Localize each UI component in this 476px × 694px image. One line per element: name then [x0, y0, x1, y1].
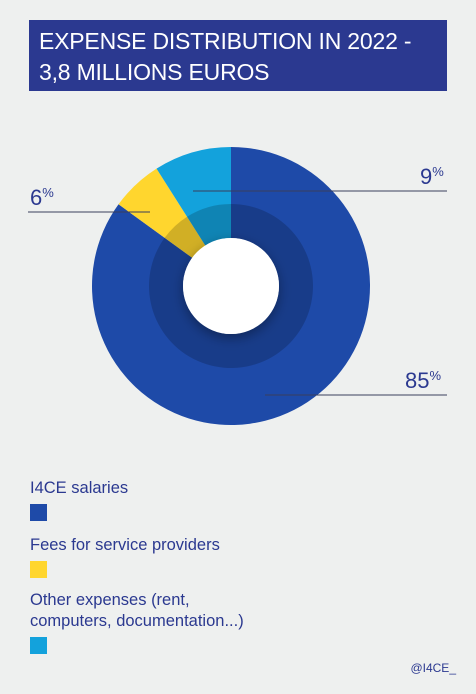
legend-label: computers, documentation...) — [30, 612, 244, 630]
chart-title-line-2: 3,8 MILLIONS EUROS — [39, 59, 270, 85]
slice-salaries-inner-shade — [149, 204, 313, 368]
chart-title-line-1: EXPENSE DISTRIBUTION IN 2022 - — [39, 28, 412, 54]
legend-label: I4CE salaries — [30, 479, 129, 497]
slice-other-inner-shade — [187, 204, 231, 246]
credit-handle: @I4CE_ — [410, 661, 456, 675]
donut-center-hole — [183, 238, 279, 334]
legend-item-other: Other expenses (rent, computers, documen… — [30, 590, 244, 654]
slice-fees-inner-shade — [164, 216, 206, 258]
legend-swatch-fees — [30, 561, 47, 578]
legend-label: Fees for service providers — [30, 536, 220, 554]
slice-other — [156, 147, 231, 246]
legend-label: Other expenses (rent, — [30, 591, 190, 609]
legend-swatch-salaries — [30, 504, 47, 521]
chart-title: EXPENSE DISTRIBUTION IN 2022 - 3,8 MILLI… — [29, 20, 447, 91]
slice-fees — [118, 168, 206, 258]
data-label-fees: 6% — [30, 185, 54, 210]
legend-item-salaries: I4CE salaries — [30, 478, 128, 521]
slice-salaries — [91, 147, 371, 426]
data-label-other: 9% — [420, 164, 444, 189]
legend-swatch-other — [30, 637, 47, 654]
data-label-salaries: 85% — [405, 368, 441, 393]
legend-item-fees: Fees for service providers — [30, 535, 220, 578]
